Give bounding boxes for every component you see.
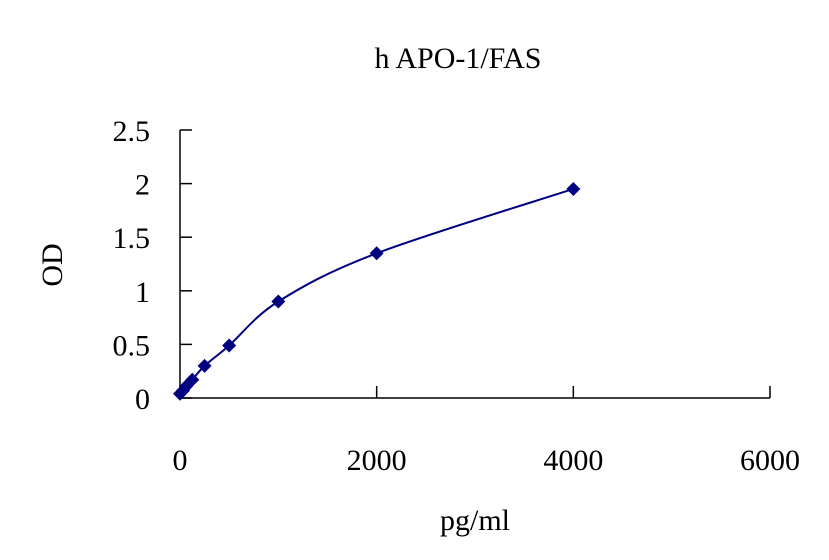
chart-title: h APO-1/FAS: [375, 42, 542, 75]
y-tick-label: 1: [135, 276, 150, 309]
markers: [173, 181, 581, 401]
data-point-diamond: [271, 294, 286, 309]
data-point-diamond: [197, 358, 212, 373]
data-point-diamond: [185, 372, 200, 387]
x-tick-label: 4000: [543, 444, 603, 477]
y-axis-label: OD: [36, 243, 69, 286]
data-point-diamond: [222, 338, 237, 353]
data-point-diamond: [566, 181, 581, 196]
x-tick-label: 0: [173, 444, 188, 477]
x-tick-label: 2000: [347, 444, 407, 477]
tick-labels: 0 0.5 1 1.5 2 2.5 0 2000 4000 6000: [113, 115, 801, 477]
y-tick-label: 2.5: [113, 115, 151, 148]
data-point-diamond: [369, 246, 384, 261]
y-tick-label: 0: [135, 383, 150, 416]
x-axis-label: pg/ml: [440, 504, 510, 537]
y-tick-label: 0.5: [113, 329, 151, 362]
x-tick-label: 6000: [740, 444, 800, 477]
y-tick-label: 1.5: [113, 222, 151, 255]
y-tick-label: 2: [135, 169, 150, 202]
series-line: [179, 188, 574, 395]
axes: [179, 129, 771, 399]
